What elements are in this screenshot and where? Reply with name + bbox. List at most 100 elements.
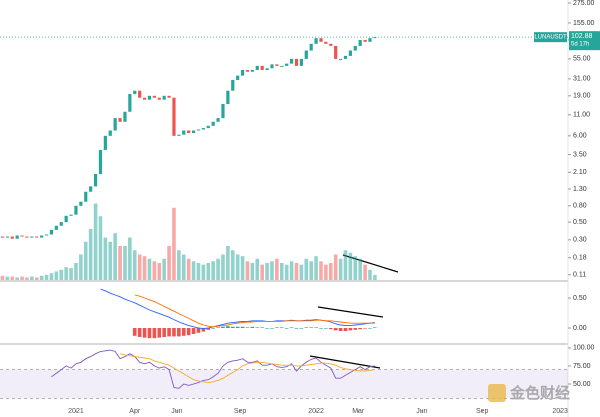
volume-bar [260,264,264,280]
volume-bar [221,254,225,280]
volume-bar [270,261,274,280]
x-tick-label: Jun [416,408,427,415]
trend-line [309,355,381,369]
candle [162,95,166,100]
candle [260,65,264,70]
y-tick-label: 0.50 [573,295,587,302]
histogram-bar [284,328,289,329]
volume-bar [167,246,171,280]
candle [309,43,313,51]
histogram-bar [338,328,343,331]
histogram-bar [270,328,274,329]
candle [142,97,147,100]
histogram-bar [319,328,323,329]
candle [221,104,225,119]
x-tick-label: Sep [234,408,247,415]
candle [118,118,122,122]
volume-bar [30,276,34,280]
candle [103,135,107,150]
histogram-bar [240,326,245,328]
histogram-bar [368,328,372,329]
candle [84,191,88,202]
candle [54,225,58,230]
volume-bar [88,229,93,280]
candle [15,235,19,239]
candle [128,94,132,112]
watermark-text: 金色财经 [509,384,570,402]
volume-bar [324,264,328,280]
volume-bar [289,261,294,280]
candle [334,45,338,59]
x-tick-label: Apr [129,408,141,415]
volume-bar [216,258,220,280]
indicator-line [51,349,375,389]
candle [93,173,98,187]
volume-bar [250,263,255,280]
candle [157,97,161,100]
volume-bar [152,261,157,280]
candle [319,38,323,42]
candle [358,39,362,46]
y-tick-label: 11.00 [573,112,590,119]
histogram-bar [299,328,304,329]
histogram-bar [304,327,309,328]
volume-bar [79,254,83,280]
histogram-bar [333,328,338,331]
volume-bar [108,241,113,280]
candle [167,95,171,98]
candle [49,229,54,235]
watermark: 金色财经 [488,384,570,402]
y-tick-label: 0.11 [573,272,586,279]
symbol-badge [534,32,567,43]
volume-bar [69,268,73,280]
histogram-bar [235,326,240,328]
histogram-bar [172,328,176,337]
candle [191,130,196,134]
histogram-bar [177,328,181,337]
y-tick-label: 155.00 [573,20,595,27]
histogram-bar [186,328,191,336]
y-tick-label: 55.00 [573,56,591,63]
candle [211,121,215,126]
histogram-bar [348,328,353,331]
volume-bar [358,258,362,280]
candle [324,41,328,44]
histogram-bar [328,328,333,330]
histogram-bar [157,328,162,338]
histogram-bar [162,328,166,337]
candle [216,118,220,122]
volume-bar [172,207,176,280]
volume-bar [49,273,54,280]
volume-bar [186,258,191,280]
volume-bar [142,256,147,280]
y-tick-label: 2.10 [573,169,587,176]
x-tick-label: 2022 [308,408,324,415]
histogram-bar [221,326,225,328]
volume-bar [348,252,353,280]
y-tick-label: 100.00 [573,345,595,352]
candle [245,69,250,72]
histogram-bar [201,328,206,332]
histogram-bar [147,328,152,339]
candle [113,118,117,131]
histogram-bar [353,328,358,330]
countdown-label: 5d 17h [571,42,589,48]
histogram-bar [265,328,269,329]
volume-bar [20,276,24,280]
histogram-bar [167,328,171,337]
histogram-bar [216,327,220,328]
volume-bar [34,277,39,280]
candle [69,214,73,216]
price-label: 102.88 [571,33,593,40]
candle [89,186,93,192]
candle [35,236,39,238]
candle [196,129,201,131]
volume-bar [103,237,108,280]
volume-bar [314,256,318,280]
volume-bar [123,246,127,280]
histogram-bar [137,328,142,337]
candle [348,50,352,56]
histogram-bar [324,328,328,329]
volume-bar [240,256,245,280]
volume-bar [299,264,304,280]
